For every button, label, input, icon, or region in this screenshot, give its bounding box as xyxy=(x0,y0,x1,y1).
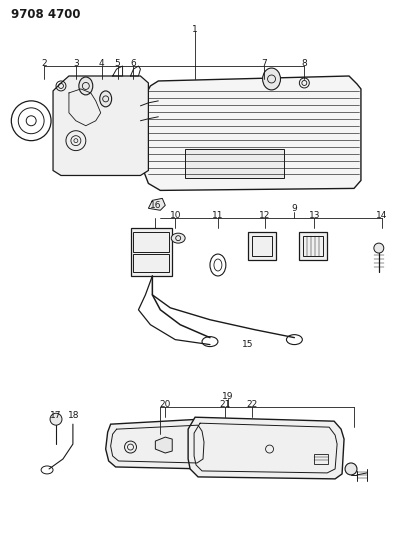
Polygon shape xyxy=(188,417,344,479)
Ellipse shape xyxy=(50,413,62,425)
Text: 7: 7 xyxy=(261,59,266,68)
Text: 8: 8 xyxy=(301,59,307,68)
Bar xyxy=(134,254,169,272)
Polygon shape xyxy=(106,419,210,469)
Text: 2: 2 xyxy=(41,59,47,68)
Text: 9708 4700: 9708 4700 xyxy=(12,8,81,21)
Bar xyxy=(299,232,327,260)
Bar xyxy=(185,149,284,179)
Text: 10: 10 xyxy=(169,211,181,220)
Text: 21: 21 xyxy=(219,400,231,409)
Text: 20: 20 xyxy=(159,400,171,409)
Text: 1: 1 xyxy=(192,25,198,34)
Ellipse shape xyxy=(345,463,357,475)
Text: 9: 9 xyxy=(291,204,297,213)
Text: 12: 12 xyxy=(259,211,270,220)
Polygon shape xyxy=(148,198,165,211)
Ellipse shape xyxy=(263,68,280,90)
Text: 13: 13 xyxy=(309,211,320,220)
Polygon shape xyxy=(143,76,361,190)
Polygon shape xyxy=(155,437,172,453)
Text: 5: 5 xyxy=(115,59,120,68)
Text: 18: 18 xyxy=(68,411,80,419)
Ellipse shape xyxy=(171,233,185,243)
Bar xyxy=(314,454,328,464)
Ellipse shape xyxy=(79,77,93,95)
Text: 4: 4 xyxy=(99,59,104,68)
Bar xyxy=(131,228,172,276)
Text: 14: 14 xyxy=(376,211,388,220)
Text: 11: 11 xyxy=(212,211,224,220)
Text: 15: 15 xyxy=(242,340,254,349)
Text: 16: 16 xyxy=(150,201,161,210)
Ellipse shape xyxy=(374,243,384,253)
Text: 17: 17 xyxy=(50,411,62,419)
Polygon shape xyxy=(53,76,148,175)
Bar xyxy=(303,236,323,256)
Bar xyxy=(252,236,272,256)
Text: 3: 3 xyxy=(73,59,79,68)
Text: 19: 19 xyxy=(222,392,233,401)
Text: 6: 6 xyxy=(131,59,136,68)
Ellipse shape xyxy=(100,91,112,107)
Bar xyxy=(134,232,169,252)
Text: 22: 22 xyxy=(246,400,257,409)
Bar xyxy=(248,232,275,260)
